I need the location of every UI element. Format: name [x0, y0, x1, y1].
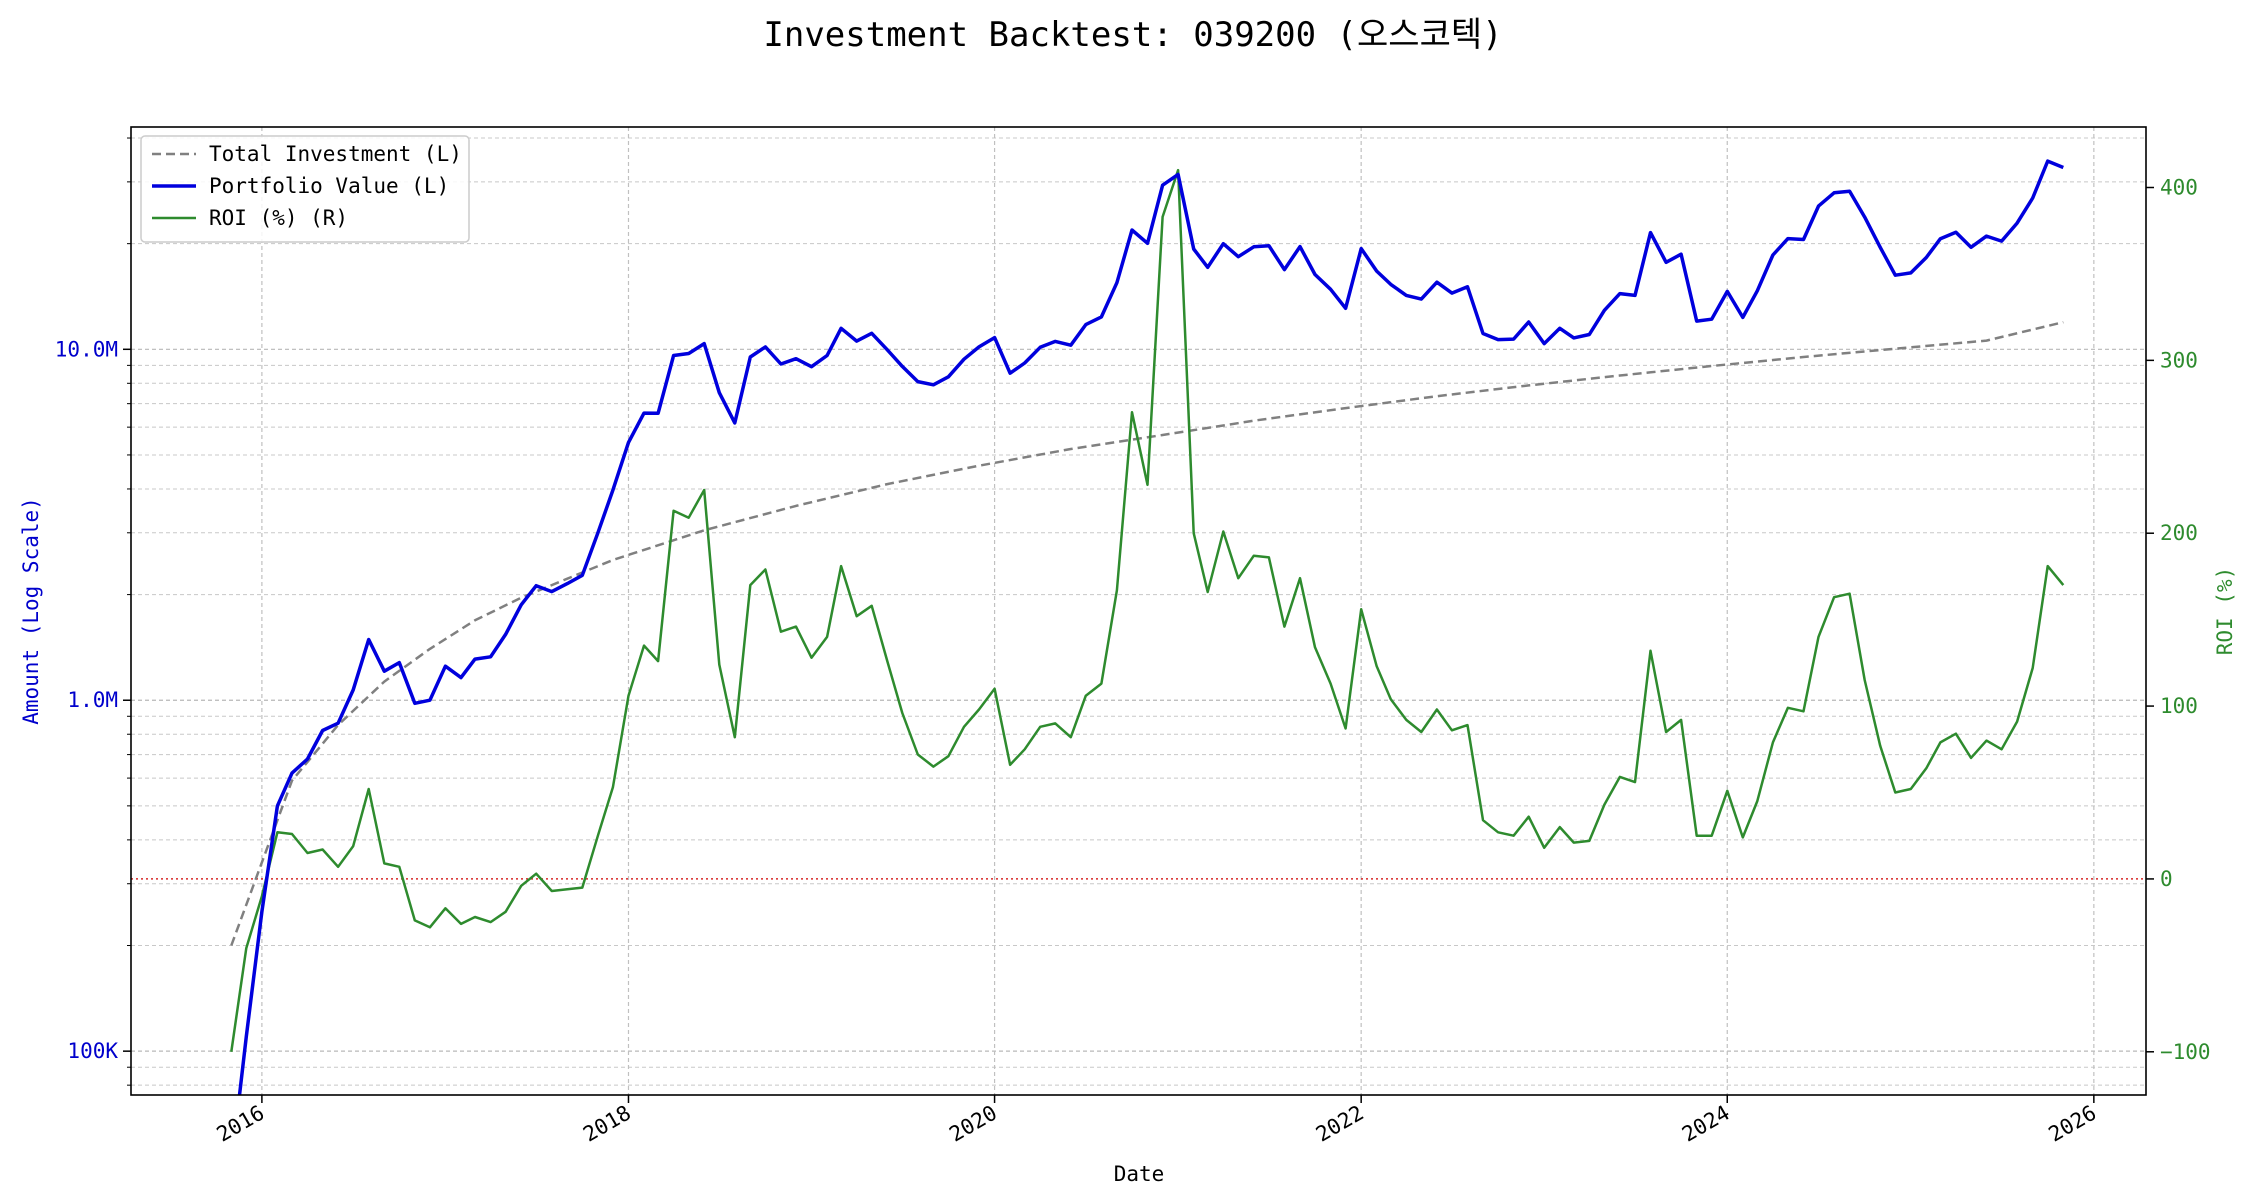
y-left-tick-label: 10.0M [55, 337, 118, 361]
legend-label-total-investment: Total Investment (L) [209, 142, 462, 166]
plot-frame [130, 126, 2147, 1096]
y-axis-right: −100 0 100 200 300 400 [2146, 176, 2211, 1064]
y-right-tick-label: −100 [2160, 1040, 2211, 1064]
legend: Total Investment (L) Portfolio Value (L)… [140, 135, 470, 243]
series-total-investment [230, 320, 2064, 946]
y-axis-right-label: ROI (%) [2213, 567, 2237, 656]
y-right-tick-label: 0 [2160, 867, 2173, 891]
y-left-tick-label: 100K [67, 1039, 118, 1063]
series-layer [230, 159, 2065, 1095]
series-roi [230, 168, 2065, 1052]
legend-box [140, 135, 470, 243]
chart-title: Investment Backtest: 039200 (오스코텍) [763, 15, 1502, 55]
y-axis-left-label: Amount (Log Scale) [19, 497, 43, 725]
y-right-tick-label: 100 [2160, 694, 2198, 718]
x-axis-label: Date [1114, 1162, 1165, 1186]
y-axis-left: 100K 1.0M 10.0M [55, 137, 131, 1086]
y-right-tick-label: 200 [2160, 521, 2198, 545]
legend-label-portfolio-value: Portfolio Value (L) [209, 174, 449, 198]
y-left-tick-label: 1.0M [67, 688, 118, 712]
y-right-tick-label: 300 [2160, 348, 2198, 372]
legend-label-roi: ROI (%) (R) [209, 206, 348, 230]
y-right-tick-label: 400 [2160, 176, 2198, 200]
series-portfolio-value [237, 159, 2064, 1095]
